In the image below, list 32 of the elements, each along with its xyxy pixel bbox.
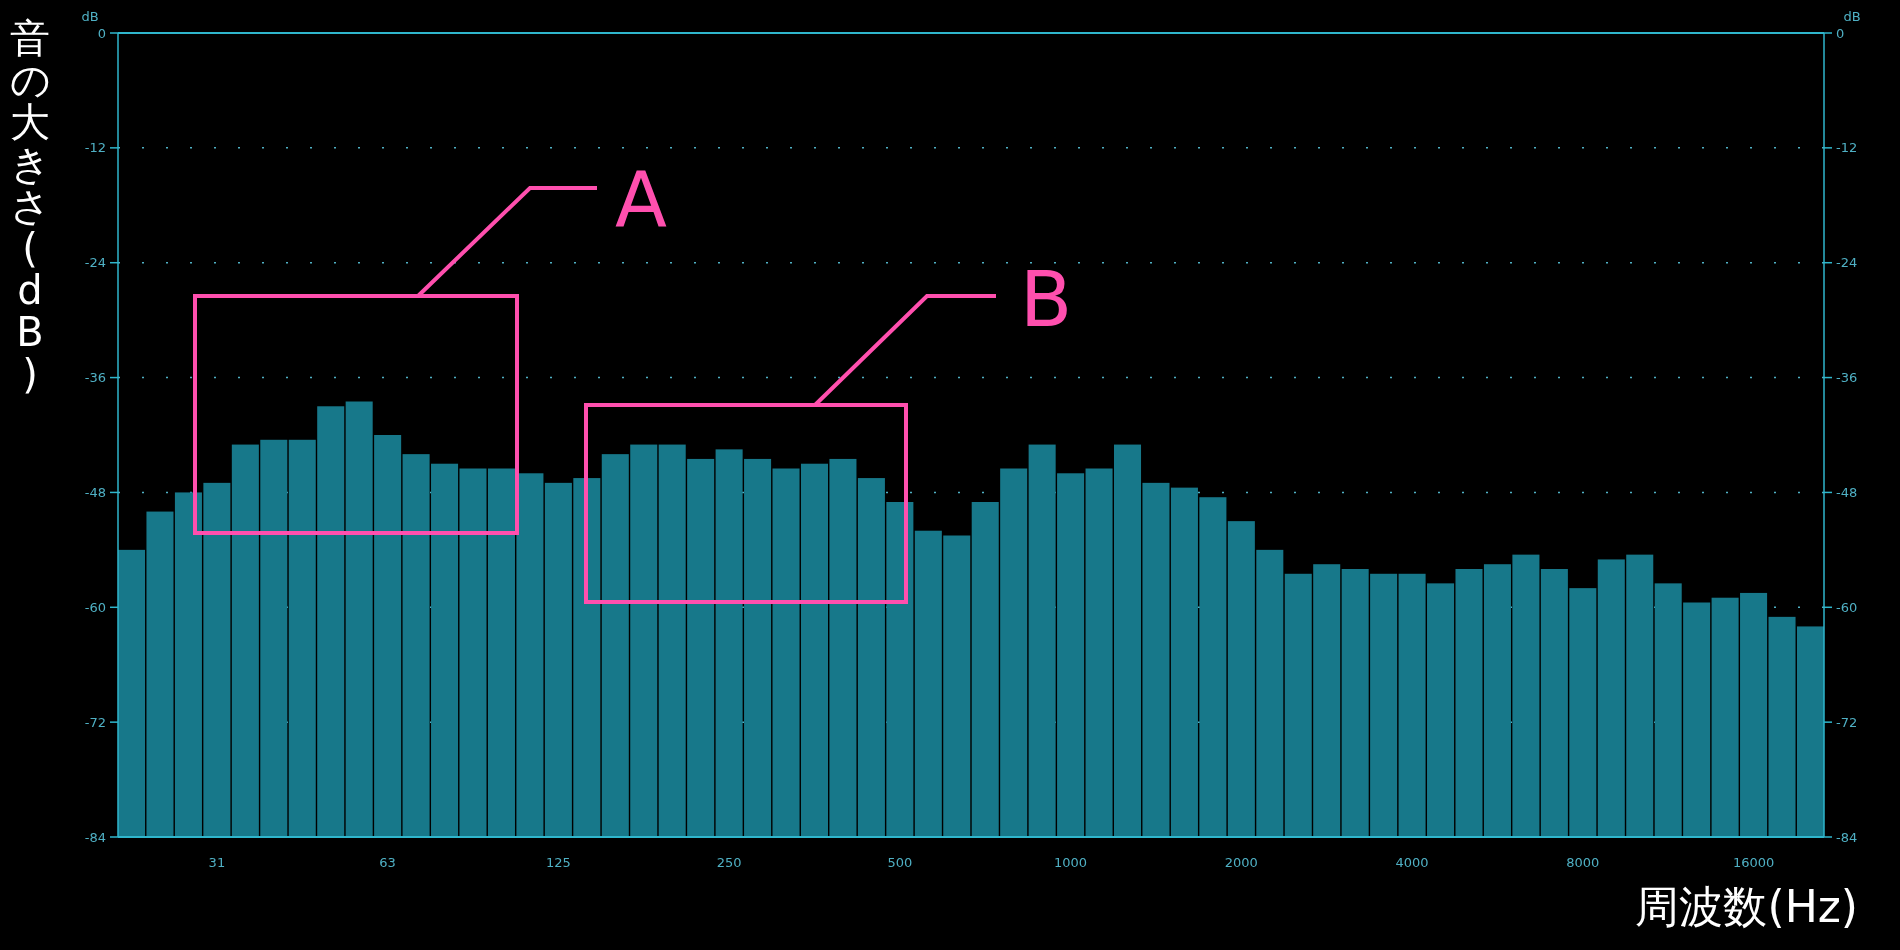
x-tick-label: 250: [716, 855, 742, 870]
x-tick-label: 16000: [1732, 855, 1775, 870]
text: dB: [81, 9, 99, 24]
x-axis-title: 周波数(Hz): [1635, 881, 1858, 932]
y2-tick-label: -12: [1836, 140, 1858, 156]
annotation: B: [1020, 255, 1073, 344]
x-tick-label: 1000: [1054, 855, 1088, 870]
y-tick-label: 0: [97, 25, 106, 41]
y2-tick-label: -84: [1836, 829, 1858, 845]
y-tick-label: -36: [84, 370, 106, 386]
y2-tick-label: -24: [1836, 255, 1858, 271]
annotation: A: [615, 155, 667, 244]
x-tick-label: 63: [379, 855, 396, 870]
y2-tick-label: -60: [1836, 599, 1858, 615]
x-tick-label: 500: [887, 855, 913, 870]
y2-tick-label: -48: [1836, 484, 1858, 500]
text: dB: [1843, 9, 1861, 24]
x-tick-label: 125: [545, 855, 571, 870]
x-tick-label: 4000: [1395, 855, 1429, 870]
y-tick-label: -48: [84, 484, 106, 500]
y-tick-label: -84: [84, 829, 106, 845]
x-tick-label: 2000: [1224, 855, 1258, 870]
y2-tick-label: -72: [1836, 714, 1858, 730]
y2-tick-label: -36: [1836, 370, 1858, 386]
y-tick-label: -24: [84, 255, 106, 271]
y-tick-label: -72: [84, 714, 106, 730]
text: 音の大きさ(dB): [9, 15, 51, 397]
y-tick-label: -12: [84, 140, 106, 156]
y-tick-label: -60: [84, 599, 106, 615]
x-tick-label: 8000: [1566, 855, 1600, 870]
y2-tick-label: 0: [1836, 25, 1845, 41]
x-tick-label: 31: [208, 855, 226, 870]
